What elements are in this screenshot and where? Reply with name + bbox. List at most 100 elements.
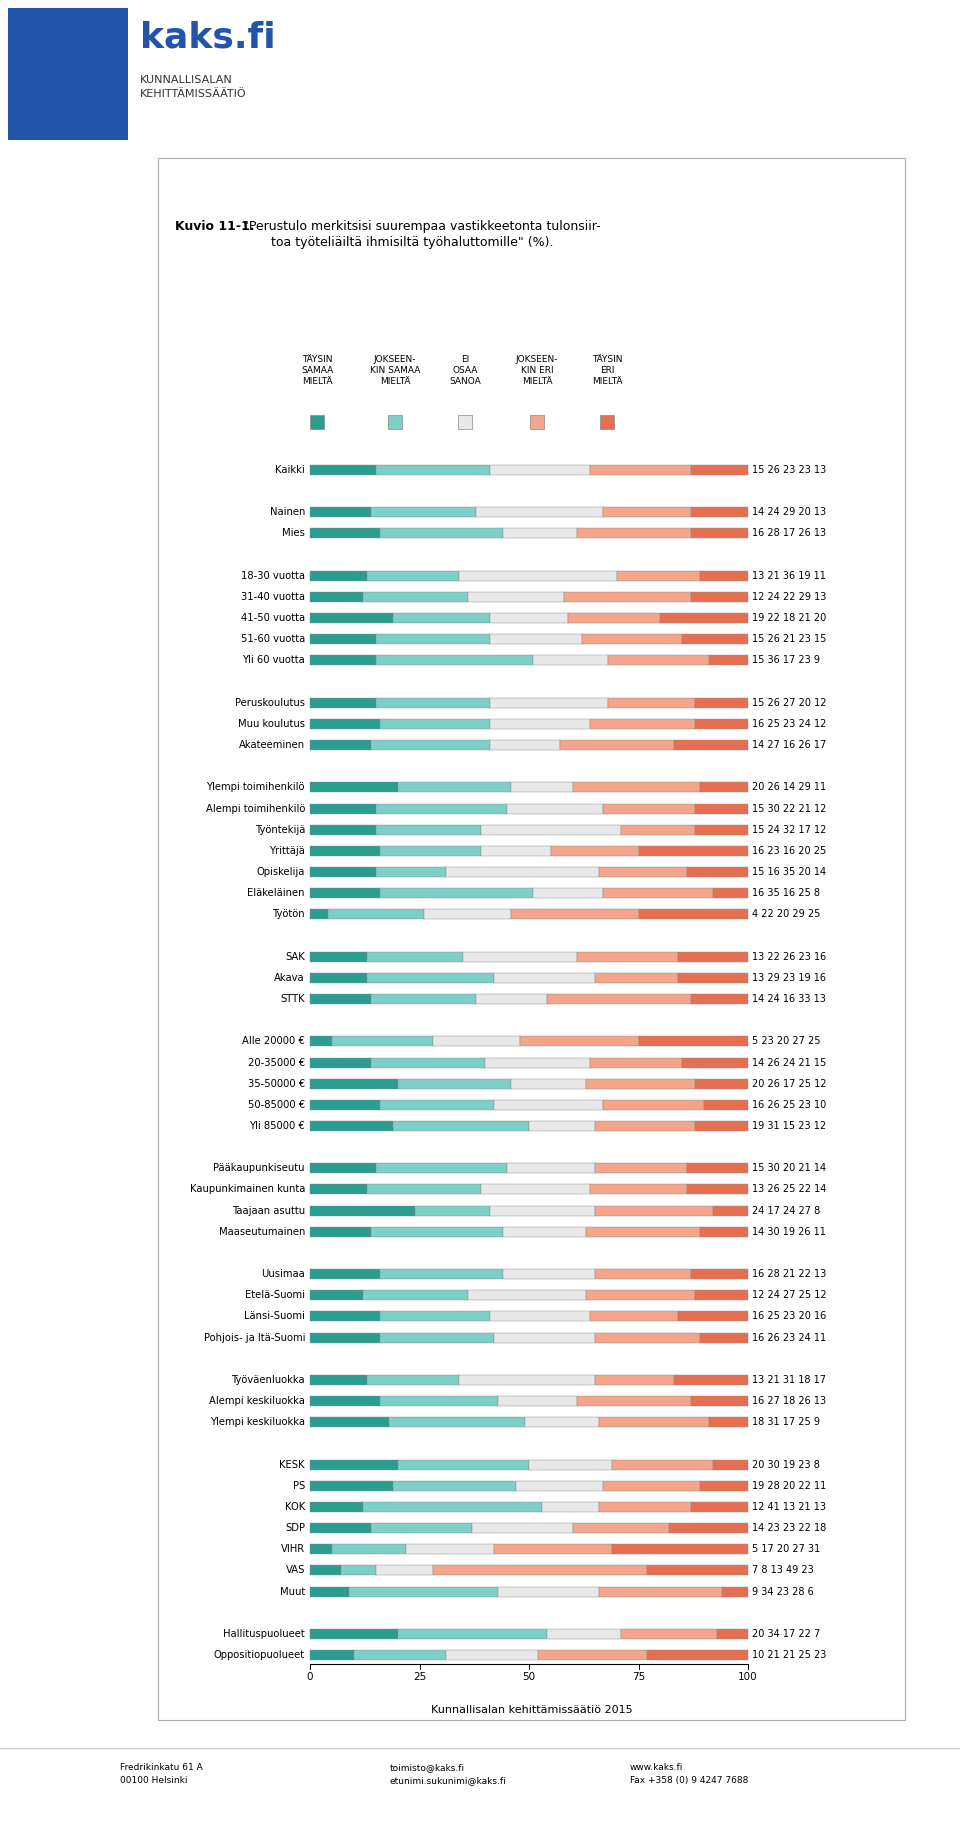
Bar: [445, 867, 599, 876]
Text: Kuvio 11-1.: Kuvio 11-1.: [175, 220, 254, 233]
Bar: [367, 973, 494, 982]
Text: Pääkaupunkiseutu: Pääkaupunkiseutu: [213, 1162, 305, 1173]
Bar: [700, 570, 748, 581]
Text: VAS: VAS: [286, 1565, 305, 1576]
Bar: [713, 1206, 748, 1215]
Text: 13 29 23 19 16: 13 29 23 19 16: [752, 973, 826, 982]
Bar: [594, 1206, 713, 1215]
Text: 16 26 25 23 10: 16 26 25 23 10: [752, 1100, 827, 1110]
Bar: [310, 845, 380, 856]
Bar: [695, 804, 748, 814]
Bar: [594, 1376, 674, 1385]
Bar: [542, 1501, 599, 1512]
Bar: [490, 740, 560, 751]
Text: 13 21 36 19 11: 13 21 36 19 11: [752, 570, 826, 581]
Text: 19 31 15 23 12: 19 31 15 23 12: [752, 1121, 827, 1131]
Text: TÄYSIN: TÄYSIN: [301, 355, 332, 364]
Bar: [394, 1481, 516, 1490]
Bar: [310, 1037, 332, 1046]
Bar: [310, 995, 372, 1004]
Bar: [507, 804, 604, 814]
Bar: [691, 528, 748, 539]
Text: Taajaan asuttu: Taajaan asuttu: [232, 1206, 305, 1215]
Bar: [660, 614, 748, 623]
Bar: [424, 909, 512, 920]
Text: Etelä-Suomi: Etelä-Suomi: [245, 1290, 305, 1301]
Text: KIN SAMAA: KIN SAMAA: [370, 366, 420, 375]
Text: Nainen: Nainen: [270, 507, 305, 517]
Bar: [722, 1587, 748, 1596]
Bar: [695, 1290, 748, 1301]
Text: KIN ERI: KIN ERI: [520, 366, 553, 375]
Bar: [494, 1100, 604, 1110]
Bar: [577, 1396, 691, 1407]
Bar: [310, 1079, 397, 1090]
Bar: [700, 1226, 748, 1237]
Text: STTK: STTK: [280, 995, 305, 1004]
Bar: [594, 973, 678, 982]
Bar: [310, 1481, 394, 1490]
Text: Pohjois- ja Itä-Suomi: Pohjois- ja Itä-Suomi: [204, 1332, 305, 1343]
Text: 16 35 16 25 8: 16 35 16 25 8: [752, 887, 820, 898]
Bar: [520, 1037, 638, 1046]
Bar: [534, 656, 608, 665]
Text: EI: EI: [461, 355, 469, 364]
Text: www.kaks.fi
Fax +358 (0) 9 4247 7688: www.kaks.fi Fax +358 (0) 9 4247 7688: [630, 1764, 749, 1786]
Text: SAMAA: SAMAA: [300, 366, 333, 375]
Text: ERI: ERI: [600, 366, 614, 375]
Bar: [612, 1459, 713, 1470]
Text: 16 23 16 20 25: 16 23 16 20 25: [752, 845, 827, 856]
Bar: [310, 1523, 372, 1532]
Text: toimisto@kaks.fi
etunimi.sukunimi@kaks.fi: toimisto@kaks.fi etunimi.sukunimi@kaks.f…: [390, 1764, 507, 1786]
Text: 24 17 24 27 8: 24 17 24 27 8: [752, 1206, 820, 1215]
Bar: [310, 825, 375, 834]
Text: Opiskelija: Opiskelija: [256, 867, 305, 876]
Bar: [310, 973, 367, 982]
Bar: [310, 570, 367, 581]
Bar: [594, 1332, 700, 1343]
Bar: [713, 1459, 748, 1470]
Text: 20 26 14 29 11: 20 26 14 29 11: [752, 782, 827, 793]
Text: Uusimaa: Uusimaa: [261, 1270, 305, 1279]
Text: 14 23 23 22 18: 14 23 23 22 18: [752, 1523, 827, 1532]
Text: TÄYSIN: TÄYSIN: [591, 355, 622, 364]
Text: 5 23 20 27 25: 5 23 20 27 25: [752, 1037, 821, 1046]
Bar: [372, 740, 490, 751]
Bar: [468, 592, 564, 601]
Bar: [367, 1184, 481, 1195]
Bar: [503, 1270, 594, 1279]
Text: 35-50000 €: 35-50000 €: [248, 1079, 305, 1090]
Bar: [367, 570, 459, 581]
Text: 14 24 29 20 13: 14 24 29 20 13: [752, 507, 827, 517]
Bar: [647, 1565, 748, 1576]
Bar: [705, 1100, 748, 1110]
Bar: [546, 1629, 621, 1638]
Bar: [590, 1312, 678, 1321]
Bar: [433, 1565, 647, 1576]
Text: 15 26 27 20 12: 15 26 27 20 12: [752, 698, 827, 707]
Bar: [310, 698, 375, 707]
Bar: [372, 995, 476, 1004]
Bar: [372, 1057, 485, 1068]
Bar: [512, 909, 638, 920]
Text: 18 31 17 25 9: 18 31 17 25 9: [752, 1418, 820, 1427]
Bar: [310, 1396, 380, 1407]
Text: 19 28 20 22 11: 19 28 20 22 11: [752, 1481, 827, 1490]
Bar: [599, 867, 686, 876]
Text: VIHR: VIHR: [281, 1545, 305, 1554]
Text: SAK: SAK: [285, 951, 305, 962]
Bar: [332, 1545, 406, 1554]
Bar: [594, 1121, 695, 1131]
Text: Oppositiopuolueet: Oppositiopuolueet: [214, 1651, 305, 1660]
Bar: [494, 1332, 594, 1343]
Bar: [573, 782, 700, 793]
Bar: [498, 1587, 599, 1596]
Bar: [310, 1312, 380, 1321]
Bar: [0, 0, 960, 149]
Text: 16 28 21 22 13: 16 28 21 22 13: [752, 1270, 827, 1279]
Bar: [310, 951, 367, 962]
Text: MIELTÄ: MIELTÄ: [521, 377, 552, 386]
Bar: [577, 528, 691, 539]
Bar: [380, 528, 503, 539]
Bar: [708, 656, 748, 665]
